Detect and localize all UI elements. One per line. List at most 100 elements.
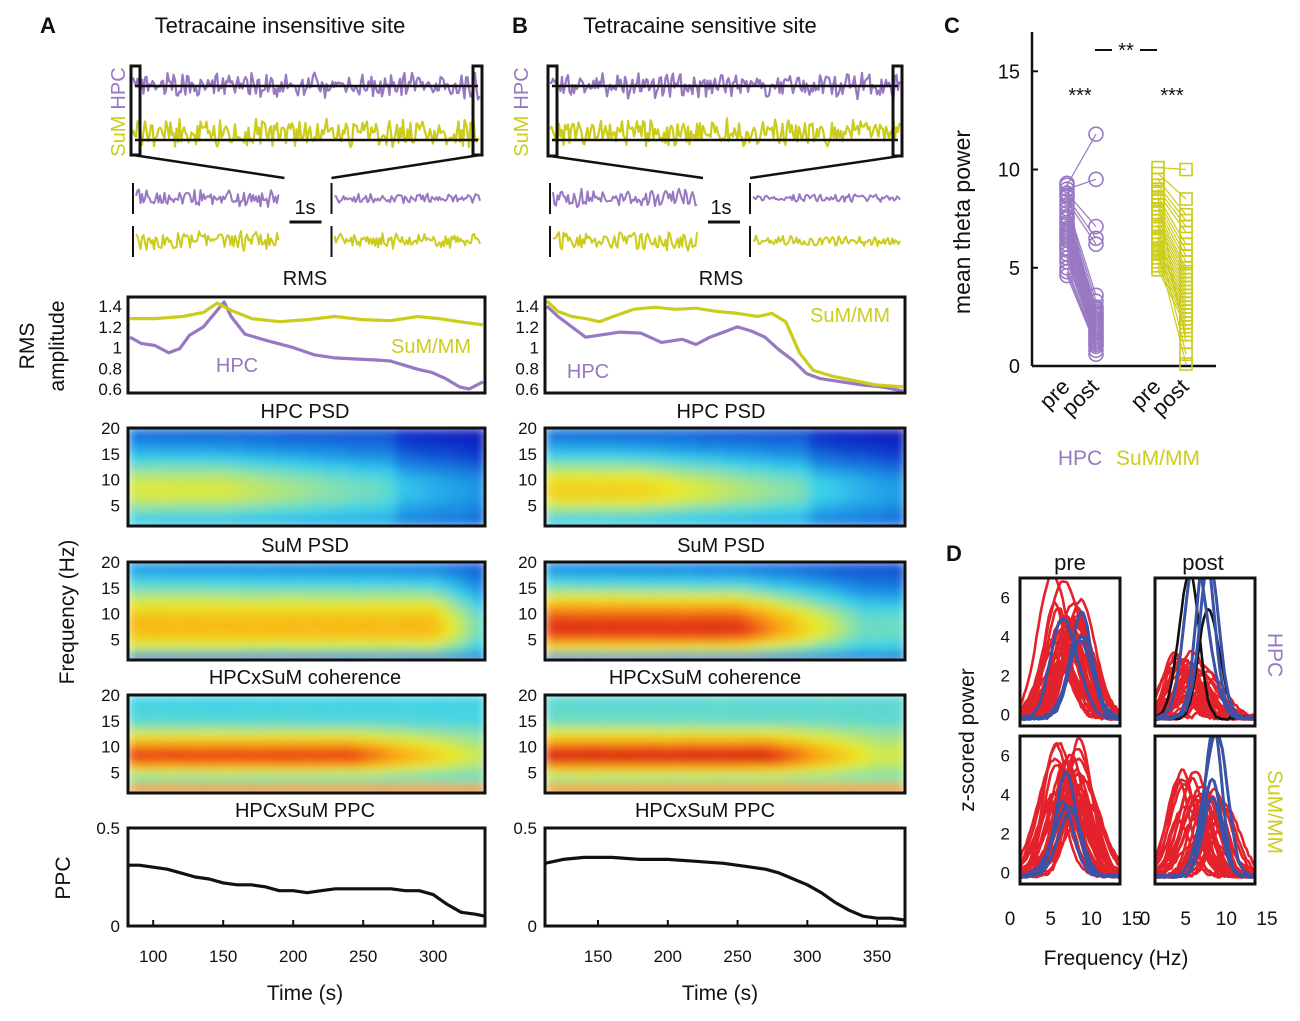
heatmap-cell — [161, 618, 169, 622]
heatmap-cell — [479, 459, 485, 464]
heatmap-cell — [457, 484, 464, 488]
heatmap-cell — [351, 623, 358, 627]
heatmap-cell — [217, 469, 224, 474]
heatmap-cell — [473, 489, 481, 493]
heatmap-cell — [401, 503, 408, 508]
heatmap-cell — [328, 474, 336, 478]
heatmap-cell — [473, 508, 481, 513]
heatmap-cell — [351, 464, 358, 469]
heatmap-cell — [189, 642, 196, 647]
heatmap-cell — [133, 472, 141, 476]
heatmap-cell — [133, 513, 141, 518]
heatmap-cell — [150, 450, 157, 454]
heatmap-cell — [128, 615, 135, 620]
heatmap-cell — [150, 566, 157, 571]
heatmap-cell — [284, 601, 291, 605]
heatmap-cell — [300, 454, 308, 459]
heatmap-cell — [429, 437, 436, 442]
heatmap-cell — [445, 518, 453, 523]
heatmap-cell — [128, 628, 135, 632]
heatmap-cell — [445, 569, 453, 573]
heatmap-cell — [172, 430, 180, 434]
heatmap-cell — [211, 613, 219, 617]
heatmap-cell — [211, 494, 219, 498]
heatmap-cell — [379, 630, 386, 635]
heatmap-cell — [261, 454, 269, 459]
heatmap-cell — [429, 454, 436, 459]
heatmap-cell — [206, 457, 213, 461]
heatmap-cell — [323, 440, 330, 444]
heatmap-cell — [379, 645, 386, 649]
panel-a-trace-label-sum: SuM — [108, 116, 130, 157]
heatmap-cell — [144, 596, 152, 600]
heatmap-cell — [217, 603, 224, 608]
heatmap-cell — [373, 430, 381, 434]
heatmap-cell — [445, 506, 453, 510]
heatmap-cell — [356, 645, 364, 649]
heatmap-cell — [155, 628, 163, 632]
heatmap-cell — [362, 440, 369, 444]
heatmap-cell — [289, 645, 297, 649]
heatmap-cell — [379, 601, 386, 605]
heatmap-cell — [200, 576, 208, 581]
heatmap-cell — [312, 445, 319, 449]
heatmap-cell — [384, 647, 392, 652]
heatmap-cell — [278, 503, 286, 508]
heatmap-cell — [161, 611, 169, 615]
heatmap-cell — [211, 518, 219, 523]
heatmap-cell — [144, 464, 152, 469]
heatmap-cell — [395, 503, 403, 508]
heatmap-cell — [150, 499, 157, 503]
heatmap-cell — [150, 442, 157, 447]
heatmap-cell — [155, 633, 163, 637]
heatmap-cell — [295, 596, 302, 600]
heatmap-cell — [239, 586, 247, 590]
heatmap-cell — [379, 462, 386, 466]
heatmap-cell — [200, 428, 208, 432]
heatmap-cell — [189, 503, 196, 508]
heatmap-cell — [312, 474, 319, 478]
heatmap-cell — [384, 571, 392, 576]
heatmap-cell — [167, 462, 174, 466]
heatmap-cell — [345, 647, 353, 652]
heatmap-cell — [233, 591, 241, 595]
heatmap-cell — [300, 442, 308, 447]
heatmap-cell — [423, 491, 431, 496]
heatmap-cell — [379, 579, 386, 583]
heatmap-cell — [144, 486, 152, 491]
heatmap-cell — [222, 477, 230, 481]
heatmap-cell — [351, 474, 358, 478]
heatmap-cell — [139, 452, 146, 456]
heatmap-cell — [351, 615, 358, 620]
heatmap-cell — [250, 450, 258, 454]
heatmap-cell — [457, 437, 464, 442]
heatmap-cell — [362, 457, 369, 461]
heatmap-cell — [278, 442, 286, 447]
heatmap-cell — [406, 435, 414, 439]
heatmap-cell — [401, 518, 408, 523]
heatmap-cell — [239, 618, 247, 622]
heatmap-cell — [150, 454, 157, 459]
heatmap-cell — [445, 574, 453, 578]
heatmap-cell — [328, 584, 336, 588]
heatmap-cell — [228, 432, 235, 437]
heatmap-cell — [351, 457, 358, 461]
heatmap-cell — [379, 459, 386, 464]
heatmap-cell — [217, 481, 224, 486]
heatmap-cell — [273, 430, 280, 434]
heatmap-cell — [367, 462, 375, 466]
heatmap-cell — [434, 615, 442, 620]
heatmap-cell — [256, 598, 263, 603]
heatmap-cell — [289, 569, 297, 573]
heatmap-cell — [150, 474, 157, 478]
heatmap-cell — [434, 637, 442, 642]
heatmap-cell — [328, 623, 336, 627]
heatmap-cell — [284, 513, 291, 518]
heatmap-cell — [457, 491, 464, 496]
heatmap-cell — [306, 586, 314, 590]
heatmap-cell — [328, 633, 336, 637]
heatmap-cell — [306, 489, 314, 493]
heatmap-cell — [256, 642, 263, 647]
heatmap-cell — [155, 620, 163, 625]
heatmap-cell — [228, 445, 235, 449]
